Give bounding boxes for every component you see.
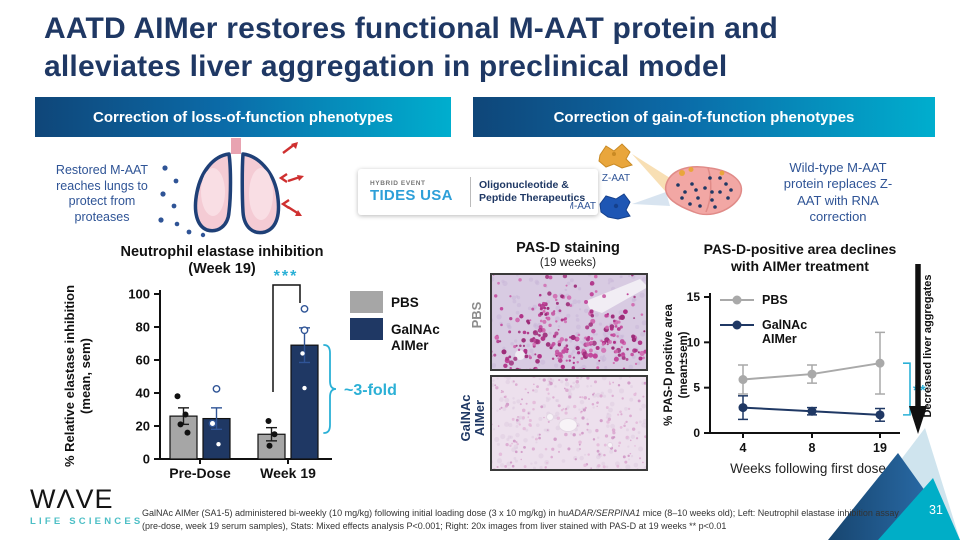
histology-subtitle: (19 weeks) xyxy=(539,257,597,269)
footnote-part2: mice (8–10 weeks old); Left: Neutrophil … xyxy=(142,508,899,531)
z-aat-label: Z-AAT xyxy=(602,173,630,184)
svg-text:15: 15 xyxy=(687,290,701,304)
svg-text:100: 100 xyxy=(128,287,150,302)
decreased-arrow-label: Decreased liver aggregates xyxy=(922,274,934,418)
histology-title: PAS-D staining xyxy=(516,240,620,256)
bar-significance: *** xyxy=(274,268,299,285)
histology-image-galnac xyxy=(490,375,648,471)
line-ylabel-2: (mean±sem) xyxy=(678,331,690,398)
fold-brace xyxy=(323,344,337,434)
line-xtick-2: 19 xyxy=(873,441,887,455)
slide-title-line1: AATD AIMer restores functional M-AAT pro… xyxy=(44,12,779,45)
svg-text:40: 40 xyxy=(136,386,150,401)
trachea xyxy=(231,138,241,154)
footnote-italic: ADAR/SERPINA1 xyxy=(568,508,641,518)
svg-text:60: 60 xyxy=(136,353,150,368)
histology-image-pbs xyxy=(490,273,648,371)
m-texture xyxy=(613,203,619,209)
footnote: GalNAc AIMer (SA1-5) administered bi-wee… xyxy=(142,507,917,532)
lung-shading xyxy=(201,168,225,216)
m-aat-dots-on-liver xyxy=(676,176,733,209)
bar-xlabel-1: Week 19 xyxy=(260,465,316,481)
line-legend-label-1: AIMer xyxy=(762,332,797,346)
tides-tagline-2: Peptide Therapeutics xyxy=(479,192,586,204)
bar-legend-label-1: AIMer xyxy=(391,338,429,353)
page-number: 31 xyxy=(929,503,943,517)
liver xyxy=(664,166,743,216)
fold-annotation: ~3-fold xyxy=(344,382,397,399)
neutrophil-elastase-bar-chart: Neutrophil elastase inhibition(Week 19)%… xyxy=(62,244,440,481)
tides-name: TIDES USA xyxy=(370,187,453,204)
bar-ylabel-1: % Relative elastase inhibition xyxy=(62,285,77,467)
banner-gain-of-function: Correction of gain-of-function phenotype… xyxy=(473,97,935,137)
m-beam xyxy=(632,192,670,206)
lung-shading2 xyxy=(249,168,273,220)
line-legend-label-0: PBS xyxy=(762,293,788,307)
z-beam xyxy=(632,154,670,192)
decreased-arrow xyxy=(909,264,927,434)
banner-loss-label: Correction of loss-of-function phenotype… xyxy=(93,108,393,126)
banner-loss-of-function: Correction of loss-of-function phenotype… xyxy=(35,97,451,137)
svg-text:5: 5 xyxy=(693,381,700,395)
tides-logo: HYBRID EVENT TIDES USA Oligonucleotide &… xyxy=(358,169,598,215)
gain-caption: Wild-type M-AAT protein replaces Z-AAT w… xyxy=(783,160,893,224)
bar-legend-swatch-1 xyxy=(350,318,383,340)
tides-tagline: Oligonucleotide & Peptide Therapeutics xyxy=(479,179,585,204)
svg-text:10: 10 xyxy=(687,335,701,349)
line-title-2: with AIMer treatment xyxy=(730,258,869,274)
banner-gain-label: Correction of gain-of-function phenotype… xyxy=(553,108,855,126)
bar-GalNAc AIMer-Pre-Dose xyxy=(202,417,231,460)
loss-caption: Restored M-AAT reaches lungs to protect … xyxy=(55,163,149,224)
bar-PBS-Week 19 xyxy=(257,433,286,460)
line-ylabel-1: % PAS-D positive area xyxy=(663,303,675,425)
histology-label-pbs: PBS xyxy=(469,301,484,329)
tides-left: HYBRID EVENT TIDES USA xyxy=(366,180,462,204)
bar-ylabel-2: (mean, sem) xyxy=(78,338,93,414)
liver-lobe-divider xyxy=(705,167,712,213)
z-aat-protein xyxy=(598,143,633,169)
liver-correction-illustration: Z-AAT M-AAT xyxy=(570,143,743,220)
bar-title: Neutrophil elastase inhibition xyxy=(120,244,323,260)
hist-label-galnac-line1: GalNAc xyxy=(458,394,473,442)
protease-arrows xyxy=(278,142,304,216)
z-aggregates-on-liver xyxy=(679,167,725,176)
bar-xlabel-0: Pre-Dose xyxy=(169,465,231,481)
bar-legend-label-1: GalNAc xyxy=(391,322,440,337)
line-xtick-1: 8 xyxy=(809,441,816,455)
tides-divider xyxy=(470,177,471,207)
tides-event-type: HYBRID EVENT xyxy=(370,180,426,187)
z-texture xyxy=(612,152,616,156)
wave-logo: WΛVE LIFE SCIENCES xyxy=(30,484,144,528)
bar-legend-swatch-0 xyxy=(350,291,383,313)
corner-decoration xyxy=(828,428,960,540)
line-xlabel: Weeks following first dose xyxy=(730,461,886,476)
line-legend-marker-0 xyxy=(732,295,742,305)
line-title-1: PAS-D-positive area declines xyxy=(704,241,897,257)
m-aat-label: M-AAT xyxy=(570,201,596,212)
line-legend-label-1: GalNAc xyxy=(762,318,807,332)
bar-subtitle: (Week 19) xyxy=(188,261,256,277)
histology-label-galnac: GalNAc AIMer xyxy=(458,373,487,463)
wave-wordmark: WΛVE xyxy=(30,484,114,514)
line-xtick-0: 4 xyxy=(740,441,747,455)
footnote-part1: GalNAc AIMer (SA1-5) administered bi-wee… xyxy=(142,508,569,518)
triangle-teal xyxy=(878,478,960,540)
arrowhead xyxy=(909,406,927,434)
svg-text:80: 80 xyxy=(136,320,150,335)
svg-text:20: 20 xyxy=(136,419,150,434)
hist-label-galnac-line2: AIMer xyxy=(471,399,487,437)
protein-dots xyxy=(158,165,206,238)
tides-tagline-1: Oligonucleotide & xyxy=(479,179,569,192)
line-sig-bracket xyxy=(903,362,911,416)
bar-GalNAc AIMer-Week 19 xyxy=(290,344,319,460)
wave-subtext: LIFE SCIENCES xyxy=(30,516,144,527)
svg-text:0: 0 xyxy=(143,452,150,467)
slide-title-line2: alleviates liver aggregation in preclini… xyxy=(44,50,728,84)
lungs-illustration xyxy=(158,138,304,238)
svg-text:0: 0 xyxy=(693,426,700,440)
bar-legend-label-0: PBS xyxy=(391,295,419,310)
line-legend-marker-1 xyxy=(732,320,742,330)
slide-title: AATD AIMer restores functional M-AAT pro… xyxy=(44,10,924,86)
